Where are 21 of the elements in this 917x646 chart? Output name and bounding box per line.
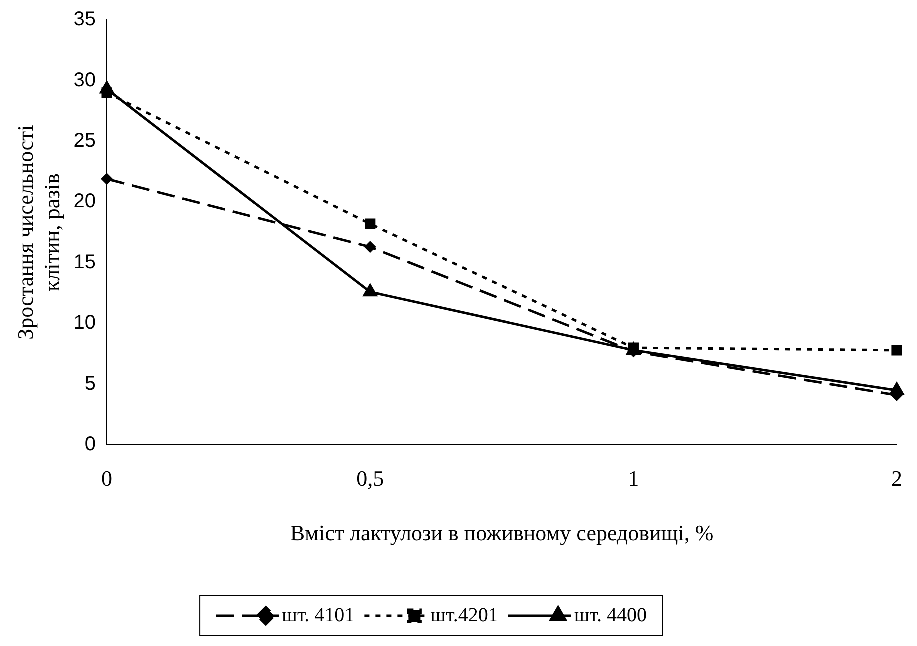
x-tick-label: 0,5 — [356, 466, 384, 492]
point — [101, 173, 114, 186]
point — [365, 218, 376, 230]
legend-label: шт. 4400 — [574, 604, 647, 626]
y-tick-label: 10 — [74, 312, 96, 334]
y-tick-label: 0 — [84, 434, 96, 456]
y-tick-label: 35 — [74, 8, 96, 31]
legend-label: шт.4201 — [430, 604, 498, 626]
y-tick-label: 15 — [74, 251, 96, 274]
point — [364, 241, 376, 254]
x-axis-title: Вміст лактулози в поживному середовищі, % — [290, 520, 714, 546]
y-tick-label: 30 — [74, 69, 96, 92]
x-tick-label: 1 — [628, 466, 640, 492]
y-tick-label: 25 — [74, 130, 96, 152]
y-tick-label: 5 — [84, 372, 96, 395]
y-axis-title: Зростання чисельності клітин, разів — [12, 125, 64, 340]
legend-label: шт. 4101 — [282, 604, 355, 626]
x-tick-label: 0 — [102, 466, 113, 492]
x-tick-label: 2 — [892, 466, 902, 492]
point — [892, 345, 902, 356]
y-tick-label: 20 — [74, 190, 96, 213]
